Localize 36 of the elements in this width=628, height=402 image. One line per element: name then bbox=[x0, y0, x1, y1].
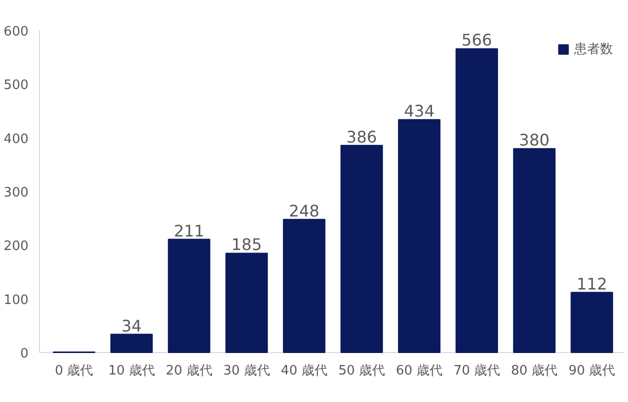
legend-label: 患者数 bbox=[574, 41, 613, 58]
x-tick-label: 40 歳代 bbox=[280, 364, 328, 378]
bar bbox=[398, 119, 440, 353]
y-tick-label: 500 bbox=[4, 78, 29, 94]
bar bbox=[340, 144, 383, 353]
x-tick-label: 20 歳代 bbox=[166, 364, 212, 378]
x-tick-label: 10 歳代 bbox=[108, 364, 155, 378]
x-tick-label: 90 歳代 bbox=[568, 364, 616, 378]
y-tick-label: 0 bbox=[20, 346, 29, 362]
bar bbox=[110, 334, 153, 353]
data-label: 566 bbox=[462, 30, 492, 50]
bar bbox=[513, 148, 556, 353]
bar bbox=[570, 292, 614, 353]
x-tick-label: 0 歳代 bbox=[54, 364, 94, 378]
data-label: 434 bbox=[404, 102, 435, 121]
x-tick-label: 50 歳代 bbox=[338, 364, 386, 378]
bar bbox=[225, 252, 268, 353]
y-tick-label: 100 bbox=[4, 292, 29, 308]
bar bbox=[282, 218, 326, 353]
data-label: 248 bbox=[288, 201, 320, 220]
bar bbox=[168, 238, 210, 353]
data-label: 185 bbox=[231, 235, 262, 254]
data-label: 34 bbox=[121, 316, 142, 336]
y-tick-label: 300 bbox=[4, 186, 29, 200]
bar bbox=[456, 48, 498, 353]
data-label: 386 bbox=[346, 127, 377, 146]
data-label: 211 bbox=[174, 221, 204, 240]
data-label: 112 bbox=[576, 274, 608, 294]
x-tick-label: 80 歳代 bbox=[510, 364, 558, 378]
x-tick-label: 30 歳代 bbox=[223, 364, 270, 378]
x-tick-label: 60 歳代 bbox=[396, 364, 443, 378]
y-tick-label: 200 bbox=[4, 239, 29, 254]
y-tick-label: 400 bbox=[4, 132, 29, 147]
x-tick-label: 70 歳代 bbox=[453, 364, 500, 378]
data-label: 380 bbox=[519, 130, 550, 150]
y-tick-label: 600 bbox=[4, 24, 29, 40]
